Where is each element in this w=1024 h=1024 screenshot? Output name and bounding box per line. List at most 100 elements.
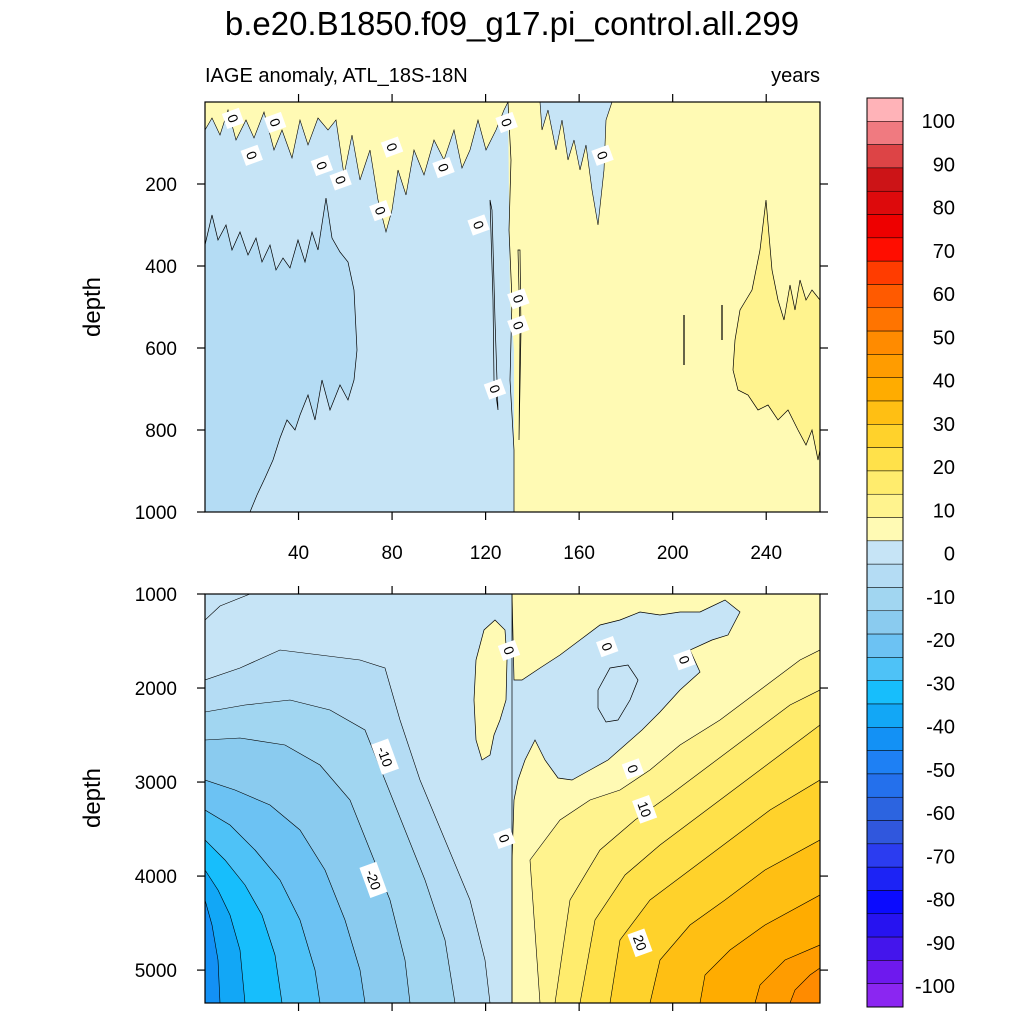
colorbar-frame bbox=[866, 97, 904, 1008]
contour-label: 20 bbox=[627, 928, 653, 958]
colorbar-swatch bbox=[866, 354, 904, 378]
colorbar-swatch bbox=[866, 424, 904, 448]
contour-label-bg bbox=[507, 314, 530, 337]
y-tick-label: 5000 bbox=[135, 961, 177, 982]
contour-label-bg bbox=[467, 214, 490, 236]
contour-label: 0 bbox=[432, 157, 455, 179]
colorbar-swatch bbox=[866, 214, 904, 239]
colorbar-swatch bbox=[866, 680, 904, 705]
upper-region-pos-mid bbox=[732, 199, 821, 461]
lower-frame bbox=[204, 593, 821, 1004]
contour-label: 0 bbox=[380, 136, 404, 158]
contour-label-bg bbox=[591, 144, 614, 166]
contour-label: 0 bbox=[621, 758, 645, 780]
colorbar-label: 0 bbox=[944, 544, 955, 566]
colorbar-swatch bbox=[866, 913, 904, 938]
contour-label-bg bbox=[483, 378, 507, 400]
contour-label-bg bbox=[369, 200, 392, 222]
colorbar-label: -30 bbox=[926, 673, 955, 695]
contour-label: 0 bbox=[467, 214, 490, 236]
x-tick-label: 40 bbox=[288, 543, 309, 564]
lower-band-pos-8 bbox=[789, 967, 820, 1003]
colorbar-swatch bbox=[866, 190, 904, 215]
y-tick-label: 2000 bbox=[135, 679, 177, 700]
contour-label-bg bbox=[221, 107, 245, 129]
contour-label-bg bbox=[495, 111, 518, 134]
y-tick-label: 4000 bbox=[135, 867, 177, 888]
contour-label: 0 bbox=[263, 111, 287, 134]
colorbar-swatch bbox=[866, 97, 904, 122]
upper-y-axis: 200 400 600 800 1000 bbox=[135, 175, 828, 524]
colorbar-label: 60 bbox=[933, 284, 955, 306]
colorbar-swatch bbox=[866, 307, 904, 332]
colorbar-swatch bbox=[866, 144, 904, 169]
upper-frame bbox=[204, 101, 821, 513]
colorbar-swatch bbox=[866, 237, 904, 262]
contour-label: 0 bbox=[596, 636, 619, 658]
x-tick-label: 200 bbox=[657, 543, 689, 564]
contour-label-bg bbox=[380, 136, 404, 158]
colorbar-swatch bbox=[866, 796, 904, 821]
y-tick-label: 400 bbox=[145, 257, 177, 278]
colorbar-swatch bbox=[866, 400, 904, 425]
colorbar-swatch bbox=[866, 447, 904, 472]
contour-label: -10 bbox=[371, 738, 399, 775]
colorbar-label: -20 bbox=[926, 630, 955, 652]
contour-label-bg bbox=[432, 157, 455, 179]
y-tick-label: 200 bbox=[145, 175, 177, 196]
contour-label: -20 bbox=[359, 861, 388, 898]
colorbar-swatch bbox=[866, 890, 904, 915]
contour-label-text: 20 bbox=[630, 933, 650, 953]
y-tick-label: 3000 bbox=[135, 773, 177, 794]
colorbar-swatch bbox=[866, 563, 904, 588]
contour-label-bg bbox=[493, 827, 516, 850]
y-tick-label: 800 bbox=[145, 421, 177, 442]
colorbar: 1009080706050403020100-10-20-30-40-50-60… bbox=[866, 97, 955, 1008]
y-tick-label: 1000 bbox=[135, 503, 177, 524]
colorbar-swatch bbox=[866, 960, 904, 984]
contour-label: 0 bbox=[495, 111, 518, 134]
lower-region-pos-column bbox=[473, 619, 508, 761]
contour-label-bg bbox=[673, 649, 696, 671]
colorbar-label: -50 bbox=[926, 760, 955, 782]
colorbar-label: -40 bbox=[926, 717, 955, 739]
contour-label-text: 10 bbox=[634, 799, 654, 819]
y-tick-label: 1000 bbox=[135, 585, 177, 606]
x-tick-label: 160 bbox=[563, 543, 595, 564]
colorbar-swatch bbox=[866, 284, 904, 309]
contour-label-bg bbox=[497, 639, 521, 662]
upper-zero-spike-2 bbox=[489, 199, 499, 411]
colorbar-swatch bbox=[866, 657, 904, 681]
contour-label: 0 bbox=[493, 827, 516, 850]
contour-label-bg bbox=[621, 758, 645, 780]
y-tick-label: 600 bbox=[145, 339, 177, 360]
contour-label-bg bbox=[627, 928, 653, 958]
colorbar-label: -60 bbox=[926, 803, 955, 825]
colorbar-swatch bbox=[866, 773, 904, 798]
colorbar-label: -80 bbox=[926, 890, 955, 912]
contour-label-bg bbox=[371, 738, 399, 775]
colorbar-swatch bbox=[866, 470, 904, 495]
contour-label-bg bbox=[310, 154, 334, 177]
contour-label-bg bbox=[596, 636, 619, 658]
colorbar-swatch bbox=[866, 633, 904, 658]
contour-label-bg bbox=[359, 861, 388, 898]
lower-band-neg-8 bbox=[205, 899, 221, 1003]
contour-label-bg bbox=[329, 169, 352, 191]
figure-title: b.e20.B1850.f09_g17.pi_control.all.299 bbox=[225, 5, 799, 42]
contour-label: 0 bbox=[240, 144, 263, 166]
contour-label: 0 bbox=[329, 169, 352, 191]
colorbar-label: 20 bbox=[933, 457, 955, 479]
colorbar-label: 90 bbox=[933, 154, 955, 176]
colorbar-swatch bbox=[866, 866, 904, 891]
contour-label: 10 bbox=[632, 794, 658, 824]
x-tick-label: 80 bbox=[382, 543, 403, 564]
contour-label: 0 bbox=[221, 107, 245, 129]
contour-label: 0 bbox=[369, 200, 392, 222]
colorbar-swatch bbox=[866, 936, 904, 961]
colorbar-swatch bbox=[866, 167, 904, 192]
